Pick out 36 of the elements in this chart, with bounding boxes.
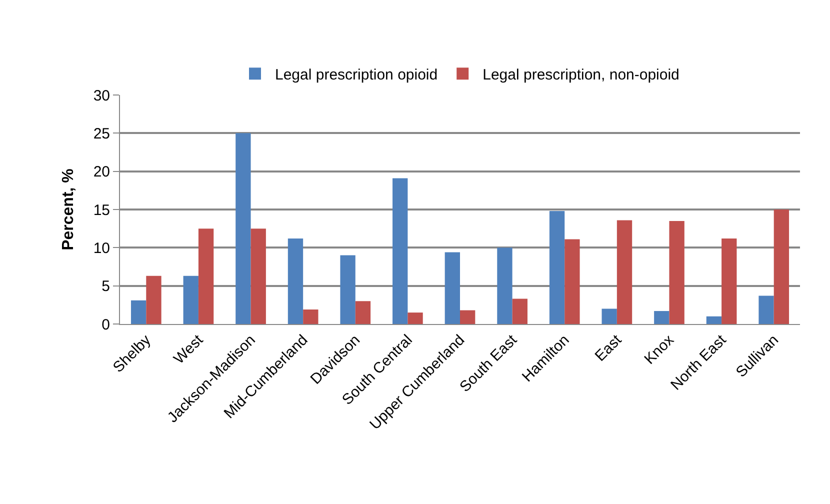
y-tick-label: 25: [93, 125, 110, 142]
bar: [146, 276, 162, 324]
bar: [444, 252, 460, 324]
bar: [303, 310, 318, 324]
bar: [408, 312, 423, 324]
bar: [497, 248, 512, 324]
legend-label: Legal prescription, non-opioid: [482, 66, 680, 84]
bar: [602, 308, 617, 324]
y-tick-label: 30: [93, 87, 110, 104]
bar: [288, 238, 304, 324]
bar: [460, 310, 476, 324]
legend-label: Legal prescription opioid: [275, 66, 438, 84]
bar: [512, 298, 528, 324]
bar: [758, 296, 774, 324]
bar: [198, 228, 214, 324]
bar: [669, 220, 684, 324]
bar: [355, 301, 371, 324]
bar: [706, 316, 722, 324]
bar: [774, 210, 790, 324]
bar: [250, 228, 266, 324]
bar: [654, 311, 670, 324]
bar: [549, 211, 565, 324]
bar: [564, 239, 580, 324]
bar: [392, 178, 408, 324]
bar: [183, 276, 198, 324]
bar: [340, 255, 356, 324]
y-tick-label: 20: [93, 164, 110, 181]
y-tick-label: 5: [102, 278, 110, 296]
y-tick-label: 0: [102, 316, 110, 334]
bar: [236, 133, 251, 324]
bar: [616, 220, 632, 324]
y-axis-title: Percent, %: [60, 168, 78, 250]
bar: [722, 238, 737, 324]
bar: [130, 300, 146, 324]
y-tick-label: 10: [93, 240, 110, 257]
y-tick-label: 15: [93, 202, 110, 219]
